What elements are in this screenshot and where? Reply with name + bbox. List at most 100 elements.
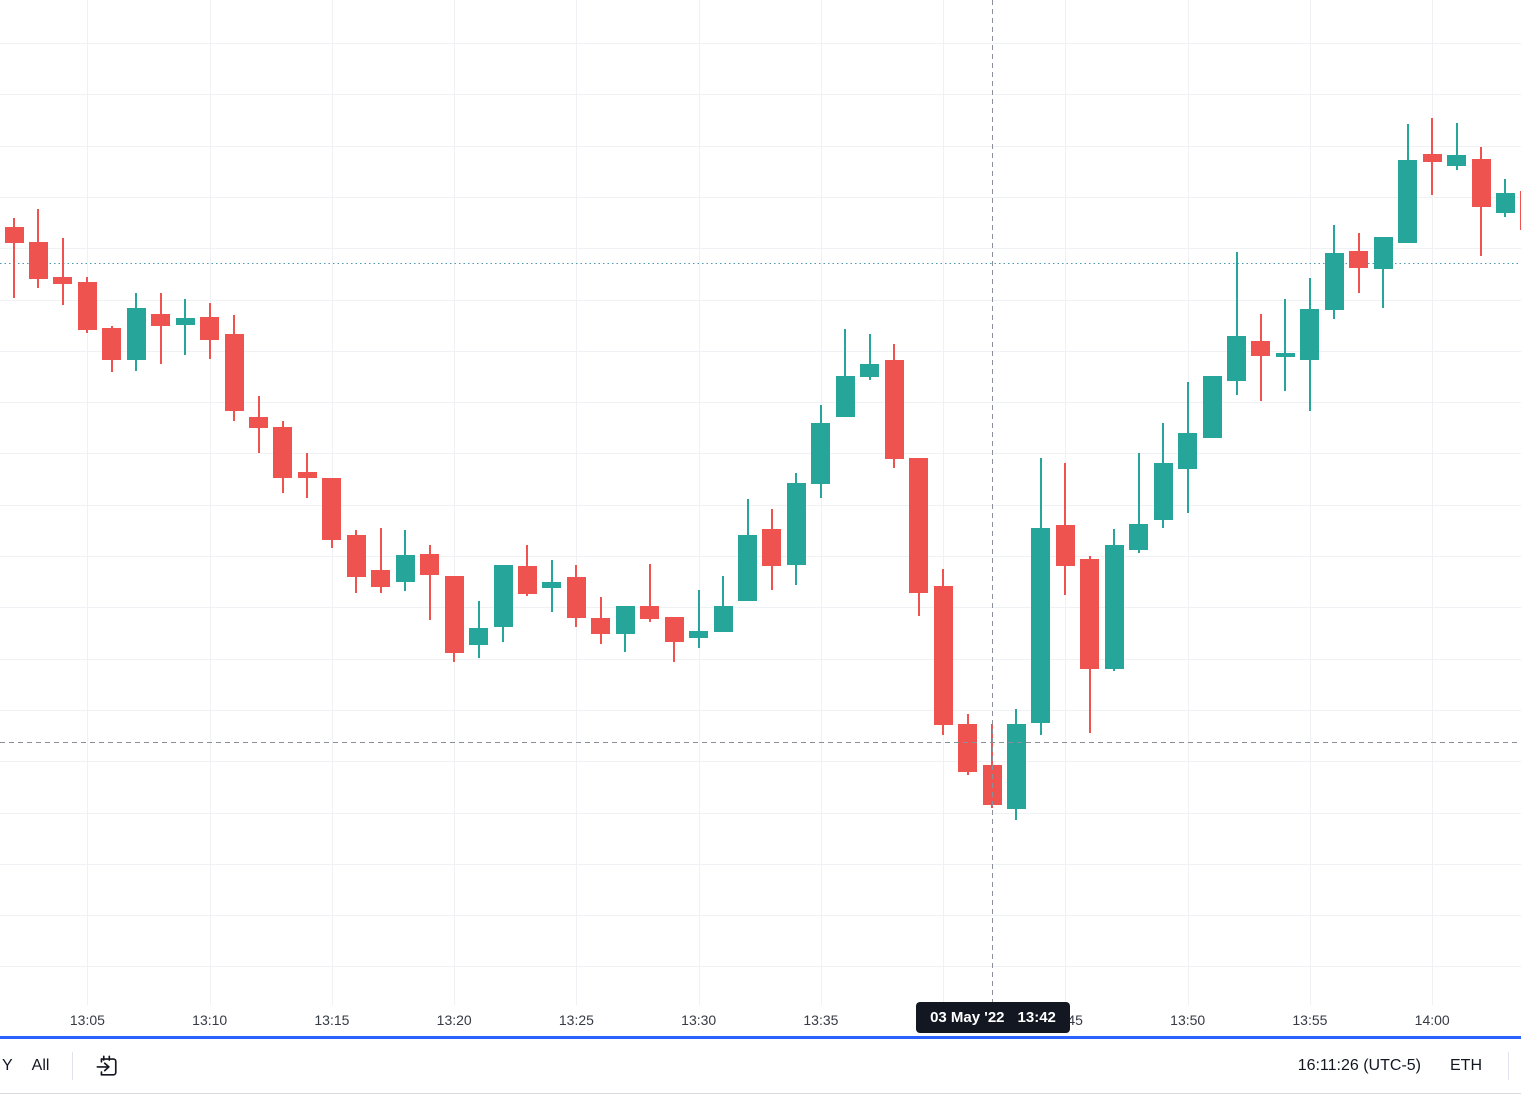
candle-13:45 bbox=[1055, 525, 1075, 566]
toolbar-divider bbox=[72, 1052, 74, 1080]
candle-13:44 bbox=[1031, 528, 1051, 723]
time-tick-13:25: 13:25 bbox=[558, 1012, 594, 1028]
candle-13:53 bbox=[1251, 341, 1271, 356]
candle-wick bbox=[648, 564, 651, 622]
candle-13:13 bbox=[273, 427, 293, 478]
gridline-horizontal bbox=[0, 94, 1521, 96]
candle-13:09 bbox=[175, 318, 195, 325]
gridline-vertical bbox=[87, 0, 89, 1005]
plot-area[interactable] bbox=[0, 0, 1521, 1005]
candle-13:43 bbox=[1006, 724, 1026, 809]
gridline-horizontal bbox=[0, 299, 1521, 301]
candle-wick bbox=[379, 528, 382, 593]
candle-13:19 bbox=[420, 554, 440, 575]
gridline-horizontal bbox=[0, 863, 1521, 865]
time-axis[interactable]: 13:0513:1013:1513:2013:2513:3013:3513:40… bbox=[0, 1005, 1521, 1036]
gridline-vertical bbox=[943, 0, 945, 1005]
candle-13:06 bbox=[102, 328, 122, 360]
time-tick-13:50: 13:50 bbox=[1170, 1012, 1206, 1028]
toolbar-top-border bbox=[0, 1036, 1521, 1039]
candle-13:20 bbox=[444, 576, 464, 653]
candle-13:54 bbox=[1275, 353, 1295, 357]
candle-wick bbox=[184, 299, 187, 355]
tooltip-date: 03 May '22 bbox=[930, 1009, 1005, 1026]
candle-13:03 bbox=[28, 242, 48, 279]
time-tick-13:55: 13:55 bbox=[1292, 1012, 1328, 1028]
time-tick-14:00: 14:00 bbox=[1414, 1012, 1450, 1028]
candle-wick bbox=[1137, 453, 1140, 553]
gridline-vertical bbox=[1309, 0, 1311, 1005]
candle-13:46 bbox=[1080, 559, 1100, 669]
clock-label[interactable]: 16:11:26 (UTC-5) bbox=[1297, 1057, 1421, 1074]
gridline-vertical bbox=[454, 0, 456, 1005]
bottom-hairline bbox=[0, 1093, 1521, 1094]
bottom-toolbar: Y All 16:11:26 (UTC-5) ETH bbox=[0, 1039, 1521, 1093]
candle-wick bbox=[1235, 252, 1238, 395]
candle-13:51 bbox=[1202, 376, 1222, 438]
time-tick-13:20: 13:20 bbox=[436, 1012, 472, 1028]
candle-wick bbox=[61, 238, 64, 305]
go-to-date-button[interactable] bbox=[95, 1054, 119, 1078]
candle-wick bbox=[13, 218, 15, 298]
gridline-horizontal bbox=[0, 915, 1521, 917]
candle-13:12 bbox=[249, 417, 268, 428]
crosshair-vertical-line bbox=[991, 0, 993, 1002]
candle-13:24 bbox=[542, 582, 562, 588]
candle-14:01 bbox=[1447, 155, 1467, 166]
candle-13:55 bbox=[1300, 309, 1320, 360]
toolbar-divider-right bbox=[1508, 1052, 1509, 1080]
candle-13:15 bbox=[322, 478, 342, 540]
range-button-all[interactable]: All bbox=[31, 1057, 50, 1074]
crosshair-time-tooltip: 03 May '22 13:42 bbox=[916, 1002, 1070, 1033]
gridline-horizontal bbox=[0, 453, 1521, 455]
time-tick-13:05: 13:05 bbox=[69, 1012, 105, 1028]
candle-13:32 bbox=[738, 535, 757, 601]
candle-13:18 bbox=[395, 555, 415, 582]
candle-wick bbox=[1284, 299, 1287, 391]
tooltip-time: 13:42 bbox=[1017, 1009, 1056, 1026]
time-tick-13:35: 13:35 bbox=[803, 1012, 839, 1028]
candle-13:21 bbox=[469, 628, 489, 645]
candle-13:26 bbox=[591, 618, 611, 634]
time-tick-13:30: 13:30 bbox=[681, 1012, 717, 1028]
gridline-vertical bbox=[209, 0, 211, 1005]
candle-13:17 bbox=[371, 570, 391, 587]
candle-wick bbox=[1455, 123, 1458, 170]
candle-13:25 bbox=[566, 577, 586, 618]
candle-13:47 bbox=[1104, 545, 1124, 669]
candle-13:59 bbox=[1398, 160, 1418, 243]
candle-13:39 bbox=[909, 458, 929, 593]
candle-13:48 bbox=[1129, 524, 1149, 550]
candle-wick bbox=[1382, 237, 1385, 308]
candle-13:49 bbox=[1153, 463, 1173, 520]
gridline-horizontal bbox=[0, 402, 1521, 404]
candle-13:05 bbox=[77, 282, 97, 330]
range-button-y[interactable]: Y bbox=[2, 1057, 13, 1074]
gridline-horizontal bbox=[0, 350, 1521, 352]
candle-wick bbox=[697, 590, 700, 648]
candle-13:37 bbox=[860, 364, 880, 377]
gridline-horizontal bbox=[0, 966, 1521, 968]
candle-13:28 bbox=[640, 606, 660, 619]
candle-13:16 bbox=[346, 535, 366, 577]
candle-13:27 bbox=[615, 606, 635, 634]
crosshair-horizontal-line bbox=[0, 741, 1521, 743]
candle-13:41 bbox=[958, 724, 978, 772]
candle-13:08 bbox=[151, 314, 171, 326]
candle-wick bbox=[722, 576, 725, 632]
candle-13:14 bbox=[297, 472, 317, 478]
candle-13:35 bbox=[811, 423, 831, 484]
candle-wick bbox=[428, 545, 431, 620]
candle-13:11 bbox=[224, 334, 244, 411]
gridline-horizontal bbox=[0, 43, 1521, 44]
price-line bbox=[0, 263, 1521, 264]
symbol-label[interactable]: ETH bbox=[1450, 1057, 1482, 1074]
candle-13:30 bbox=[689, 631, 709, 638]
candle-13:38 bbox=[884, 360, 904, 459]
candle-14:03 bbox=[1495, 193, 1515, 213]
gridline-horizontal bbox=[0, 812, 1521, 814]
candle-13:23 bbox=[517, 566, 537, 594]
gridline-horizontal bbox=[0, 709, 1521, 711]
candle-wick bbox=[159, 293, 162, 364]
candle-wick bbox=[844, 329, 847, 417]
